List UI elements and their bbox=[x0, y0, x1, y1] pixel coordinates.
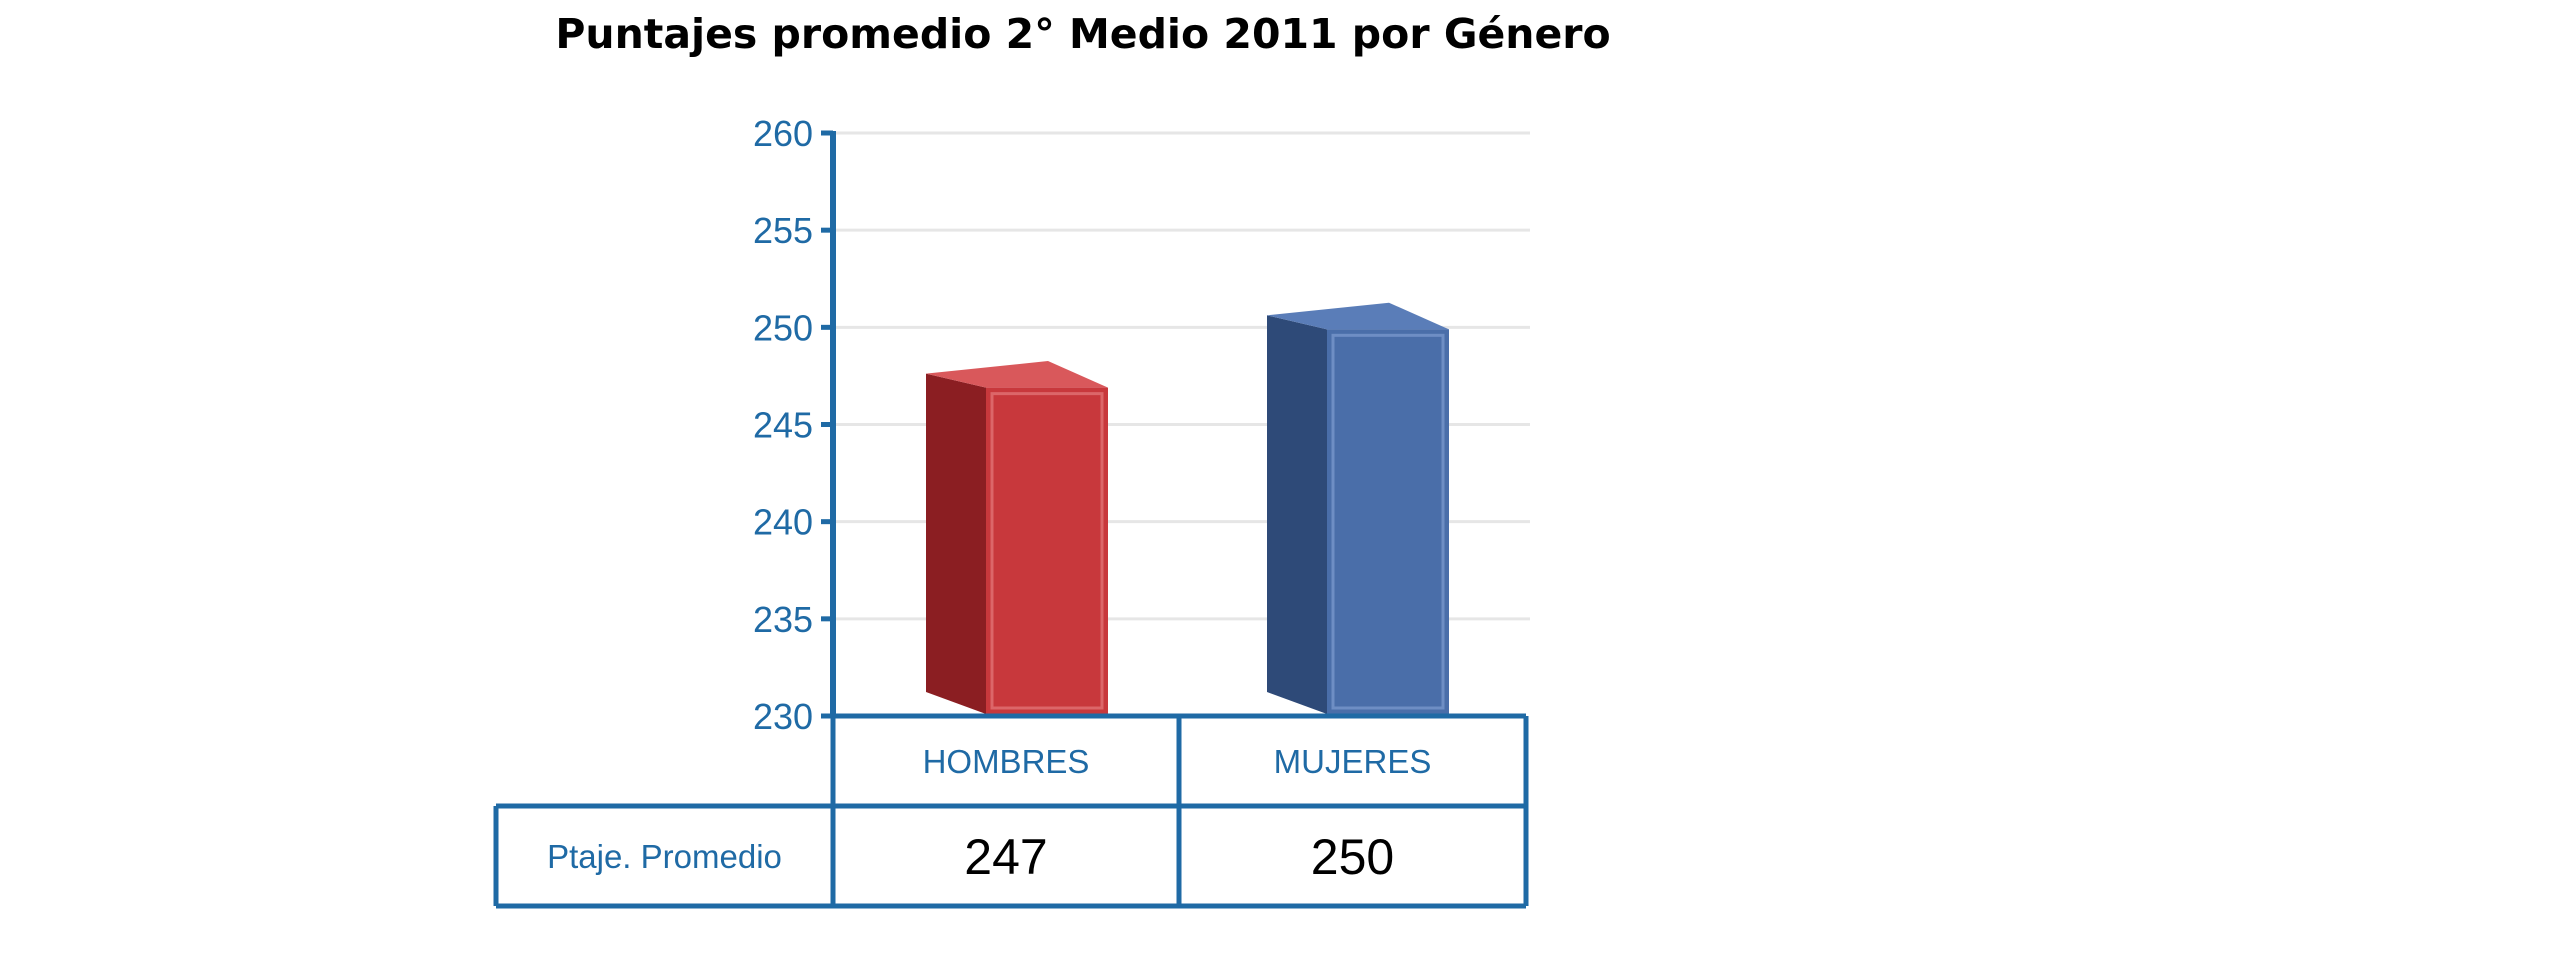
y-axis: 260 255 250 245 240 235 230 bbox=[753, 113, 836, 737]
bar-side-face bbox=[1267, 315, 1327, 714]
y-tick-label: 255 bbox=[753, 210, 813, 251]
y-tick-label: 240 bbox=[753, 502, 813, 543]
category-label: MUJERES bbox=[1274, 743, 1432, 780]
y-tick-label: 250 bbox=[753, 307, 813, 348]
chart-title: Puntajes promedio 2° Medio 2011 por Géne… bbox=[555, 10, 1610, 58]
y-tick-label: 230 bbox=[753, 696, 813, 737]
y-tick-label: 245 bbox=[753, 405, 813, 446]
bar-side-face bbox=[926, 373, 986, 714]
bar-bevel bbox=[1331, 333, 1445, 710]
bar-top-face bbox=[926, 361, 1108, 388]
data-table: HOMBRES MUJERES Ptaje. Promedio 247 250 bbox=[493, 713, 1529, 909]
category-label: HOMBRES bbox=[923, 743, 1090, 780]
bars-layer bbox=[926, 302, 1449, 714]
bar-front-face bbox=[1327, 329, 1449, 714]
bar-bevel bbox=[990, 392, 1104, 710]
y-tick-label: 235 bbox=[753, 599, 813, 640]
bar-top-face bbox=[1267, 302, 1449, 330]
bar-front-face bbox=[986, 387, 1108, 714]
y-tick-label: 260 bbox=[753, 113, 813, 154]
data-label: 247 bbox=[964, 829, 1047, 885]
table-row-label: Ptaje. Promedio bbox=[547, 838, 782, 875]
data-label: 250 bbox=[1311, 829, 1394, 885]
